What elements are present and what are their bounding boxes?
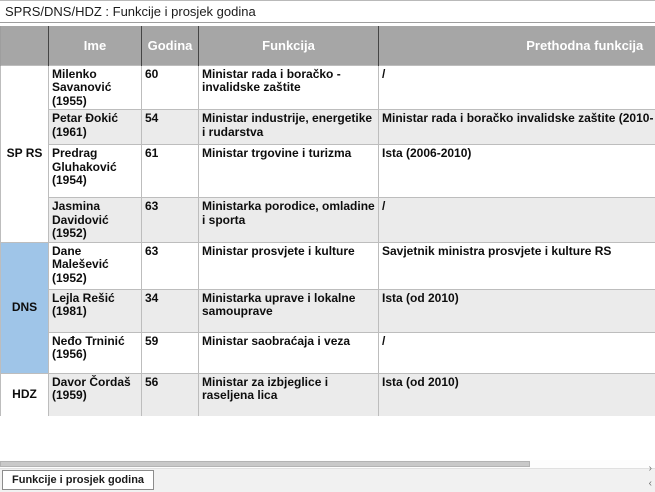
column-header-prethodna-funkcija: Prethodna funkcija <box>378 26 655 66</box>
cell-ime: Lejla Rešić (1981) <box>48 288 142 333</box>
cell-funkcija: Ministar za izbjeglice i raseljena lica <box>198 372 379 416</box>
cell-godina: 63 <box>141 241 199 290</box>
cell-funkcija: Ministarka uprave i lokalne samouprave <box>198 288 379 333</box>
horizontal-scrollbar[interactable] <box>0 460 655 468</box>
cell-prethodna: Ministar rada i boračko invalidske zašti… <box>378 109 655 146</box>
table-row: HDZ Davor Čordaš (1959) 56 Ministar za izbj… <box>0 372 655 416</box>
cell-prethodna: / <box>378 331 655 374</box>
table-row: Jasmina Davidović (1952) 63 Ministarka por… <box>1 197 655 243</box>
cell-funkcija: Ministar prosvjete i kulture <box>198 241 379 290</box>
cell-ime: Milenko Savanović (1955) <box>48 64 142 111</box>
group-cell-sp-rs: SP RS <box>0 65 49 243</box>
cell-prethodna: Ista (od 2010) <box>378 288 655 333</box>
cell-godina: 60 <box>141 64 199 111</box>
column-header-funkcija: Funkcija <box>198 26 379 66</box>
group-cell-dns: DNS <box>0 241 49 374</box>
cell-godina: 59 <box>141 331 199 374</box>
horizontal-scrollbar-thumb[interactable] <box>0 461 530 467</box>
cell-godina: 61 <box>141 144 199 199</box>
cell-godina: 56 <box>141 372 199 416</box>
sheet-tab-funkcije[interactable]: Funkcije i prosjek godina <box>2 470 155 490</box>
column-header-godina: Godina <box>141 26 199 66</box>
cell-godina: 54 <box>141 109 199 146</box>
cell-funkcija: Ministar trgovine i turizma <box>198 144 379 199</box>
table-row: DNS Dane Malešević (1952) 63 Ministar prosv… <box>0 241 655 374</box>
table-body: SP RS Milenko Savanović (1955) 60 Ministar … <box>0 64 655 416</box>
cell-funkcija: Ministarka porodice, omladine i sporta <box>198 197 379 243</box>
column-header-ime: Ime <box>48 26 142 66</box>
cell-ime: Dane Malešević (1952) <box>48 241 142 290</box>
cell-prethodna: / <box>378 197 655 243</box>
cell-godina: 34 <box>141 288 199 333</box>
cell-prethodna: / <box>378 64 655 111</box>
cell-ime: Predrag Gluhaković (1954) <box>48 144 142 199</box>
page-title: SPRS/DNS/HDZ : Funkcije i prosjek godina <box>0 0 655 23</box>
table-row: Neđo Trninić (1956) 59 Ministar saobraćaja… <box>1 331 655 374</box>
scroll-right-icon[interactable]: › <box>648 463 652 474</box>
cell-prethodna: Savjetnik ministra prosvjete i kulture R… <box>378 241 655 290</box>
table-row: Petar Đokić (1961) 54 Ministar industrije,… <box>1 109 655 146</box>
table-row: Lejla Rešić (1981) 34 Ministarka uprave i … <box>1 288 655 333</box>
ministers-table: Ime Godina Funkcija Prethodna funkcija S… <box>0 26 655 416</box>
cell-funkcija: Ministar saobraćaja i veza <box>198 331 379 374</box>
cell-godina: 63 <box>141 197 199 243</box>
cell-prethodna: Ista (2006-2010) <box>378 144 655 199</box>
group-cell-hdz: HDZ <box>0 372 49 416</box>
table-row: Predrag Gluhaković (1954) 61 Ministar trgo… <box>1 144 655 199</box>
column-header-group <box>0 26 49 66</box>
cell-funkcija: Ministar rada i boračko - invalidske zaš… <box>198 64 379 111</box>
cell-ime: Davor Čordaš (1959) <box>48 372 142 416</box>
cell-funkcija: Ministar industrije, energetike i rudars… <box>198 109 379 146</box>
header-row: Ime Godina Funkcija Prethodna funkcija <box>0 26 655 66</box>
sheet-tab-bar: Funkcije i prosjek godina › ‹ <box>0 463 655 492</box>
cell-ime: Jasmina Davidović (1952) <box>48 197 142 243</box>
table-row: SP RS Milenko Savanović (1955) 60 Ministar … <box>0 64 655 243</box>
cell-ime: Petar Đokić (1961) <box>48 109 142 146</box>
scroll-left-icon[interactable]: ‹ <box>648 478 652 489</box>
ministers-table-container: Ime Godina Funkcija Prethodna funkcija S… <box>0 26 655 416</box>
cell-prethodna: Ista (od 2010) <box>378 372 655 416</box>
cell-ime: Neđo Trninić (1956) <box>48 331 142 374</box>
